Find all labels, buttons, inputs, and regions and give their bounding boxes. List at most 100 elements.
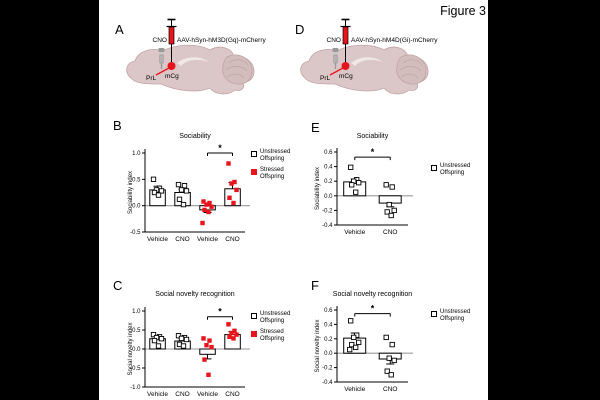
data-point <box>175 181 182 188</box>
data-point <box>202 207 207 213</box>
y-tick-label: -0.5 <box>130 230 141 236</box>
y-tick-label: -0.2 <box>322 366 333 372</box>
x-tick-label: CNO <box>175 236 189 243</box>
x-tick-label: Vehicle <box>197 391 218 398</box>
data-point <box>389 184 395 190</box>
injection-site-dot <box>341 62 350 70</box>
data-point <box>232 328 237 333</box>
x-tick-label: Vehicle <box>147 391 168 398</box>
data-point <box>158 336 165 342</box>
y-tick-label: 0.0 <box>324 351 333 357</box>
data-point <box>386 355 392 361</box>
brain-schematic-gq: CNO AAV-hSyn-hM3D(Gq)-mCherry PrL mCg <box>126 18 266 95</box>
data-point <box>232 179 237 185</box>
data-point <box>183 188 190 194</box>
data-point <box>383 334 389 341</box>
prl-label-d: PrL <box>320 75 331 82</box>
data-point <box>226 161 231 166</box>
y-tick-label: 0.2 <box>324 179 333 185</box>
data-point <box>353 189 359 195</box>
cno-cannula-icon <box>158 48 165 69</box>
unstressed-marker-icon <box>431 311 437 317</box>
cno-label-a: CNO <box>153 37 167 44</box>
data-point <box>229 330 234 336</box>
data-point <box>155 192 162 198</box>
data-point <box>231 200 236 206</box>
data-point <box>227 195 232 200</box>
y-tick-label: 0.4 <box>324 165 333 171</box>
x-tick-label: CNO <box>225 236 239 243</box>
legend-label: Stressed Offspring <box>260 329 285 342</box>
legend-f: Unstressed Offspring <box>431 309 477 327</box>
corpus-callosum-highlight <box>177 57 209 66</box>
data-point <box>227 334 232 339</box>
brain-schematic-gi: CNO AAV-hSyn-hM4D(Gi)-mCherry PrL mCg <box>300 18 438 95</box>
y-axis-label: Sociability index <box>128 171 134 214</box>
aav-label-a: AAV-hSyn-hM3D(Gq)-mCherry <box>177 37 266 44</box>
data-point <box>351 334 357 341</box>
significance-star: * <box>371 147 375 157</box>
legend-label: Unstressed Offspring <box>440 163 471 176</box>
legend-item: Unstressed Offspring <box>431 163 477 177</box>
data-point <box>207 338 212 343</box>
data-point <box>389 341 395 348</box>
data-point <box>229 181 234 186</box>
data-point <box>353 344 359 351</box>
chart-social-novelty-gq: Social novelty recognition Social novelty… <box>128 291 250 398</box>
legend-b: Unstressed Offspring Stressed Offspring <box>251 149 297 185</box>
prl-label-a: PrL <box>146 75 157 82</box>
data-point <box>178 187 185 193</box>
chart-title: Sociability <box>179 133 211 140</box>
data-point <box>204 343 209 348</box>
data-point <box>207 200 212 206</box>
x-tick-label: CNO <box>175 391 189 398</box>
data-point <box>201 199 206 204</box>
panel-label-e: E <box>311 120 320 135</box>
data-point <box>391 207 397 214</box>
brain-outline <box>126 44 255 95</box>
data-point <box>234 332 239 337</box>
x-tick-label: Vehicle <box>197 236 218 243</box>
legend-item: Unstressed Offspring <box>251 311 297 325</box>
chart-title: Social novelty recognition <box>155 291 234 298</box>
significance-star: * <box>218 307 222 317</box>
significance-star: * <box>371 304 375 314</box>
syringe-icon <box>166 18 177 64</box>
cno-cannula-icon <box>332 48 339 69</box>
data-point <box>206 209 211 215</box>
unstressed-marker-icon <box>251 313 257 319</box>
panel-label-d: D <box>295 22 305 37</box>
data-point <box>180 343 187 349</box>
data-point <box>181 183 188 189</box>
data-point <box>349 341 355 348</box>
significance-star: * <box>218 143 222 153</box>
data-point <box>158 188 165 194</box>
brain-drawing <box>126 18 255 95</box>
data-point <box>200 220 205 226</box>
data-point <box>234 187 239 193</box>
data-point <box>151 337 158 344</box>
aav-label-d: AAV-hSyn-hM4D(Gi)-mCherry <box>351 37 438 44</box>
unstressed-marker-icon <box>251 151 257 157</box>
chart-sociability-gi: Sociability Sociability index 0.6 0.4 0.2 0.0… <box>315 133 413 236</box>
y-axis-label: Sociability index <box>315 167 321 210</box>
data-point <box>180 201 187 208</box>
y-tick-label: -0.4 <box>322 223 333 229</box>
y-tick-label: -0.4 <box>322 380 333 386</box>
data-point <box>178 335 185 342</box>
data-point <box>176 196 183 202</box>
prl-pointer-line <box>329 67 344 76</box>
legend-item: Unstressed Offspring <box>251 149 297 163</box>
x-tick-label: Vehicle <box>344 229 365 236</box>
legend-item: Unstressed Offspring <box>431 309 477 323</box>
data-point <box>204 202 209 207</box>
y-tick-label: -0.5 <box>130 366 141 372</box>
legend-label: Unstressed Offspring <box>260 149 291 162</box>
y-tick-label: 0.4 <box>324 322 333 328</box>
y-tick-label: 0.6 <box>324 308 333 314</box>
y-tick-label: 0.5 <box>132 328 141 334</box>
x-tick-label: CNO <box>225 391 239 398</box>
figure-page: Figure 3 A D B E C F CNO AAV-hSyn-hM3D(G… <box>99 0 488 400</box>
data-point <box>388 212 394 219</box>
